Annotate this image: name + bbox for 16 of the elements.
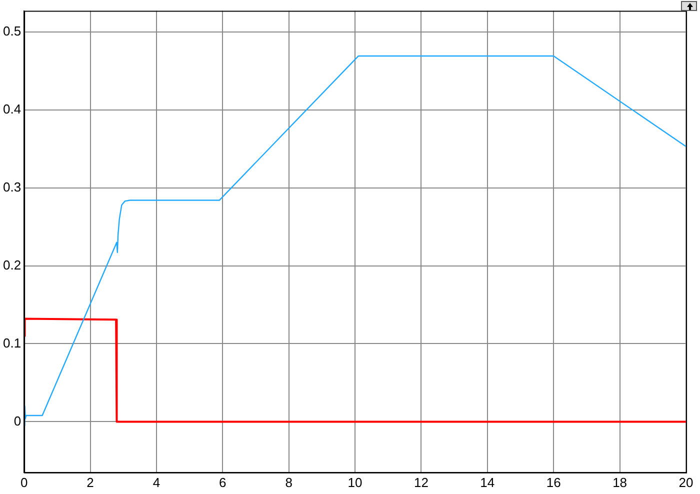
x-tick-label: 12 xyxy=(414,474,428,490)
x-tick-label: 18 xyxy=(612,474,628,490)
x-tick-label: 10 xyxy=(348,474,362,490)
x-tick-label: 8 xyxy=(285,474,292,490)
x-tick-label: 4 xyxy=(152,474,160,490)
y-tick-label: 0.5 xyxy=(2,23,22,38)
y-tick-label: 0.2 xyxy=(2,257,22,272)
x-tick-label: 20 xyxy=(678,474,694,490)
y-tick-label: 0 xyxy=(14,413,22,428)
x-tick-label: 2 xyxy=(86,474,94,490)
y-tick-label: 0.4 xyxy=(2,101,22,116)
y-tick-label: 0.3 xyxy=(2,179,22,194)
y-tick-label: 0.1 xyxy=(2,335,22,350)
x-tick-label: 14 xyxy=(480,474,495,490)
x-tick-label: 6 xyxy=(219,474,226,490)
x-tick-label: 16 xyxy=(546,474,561,490)
